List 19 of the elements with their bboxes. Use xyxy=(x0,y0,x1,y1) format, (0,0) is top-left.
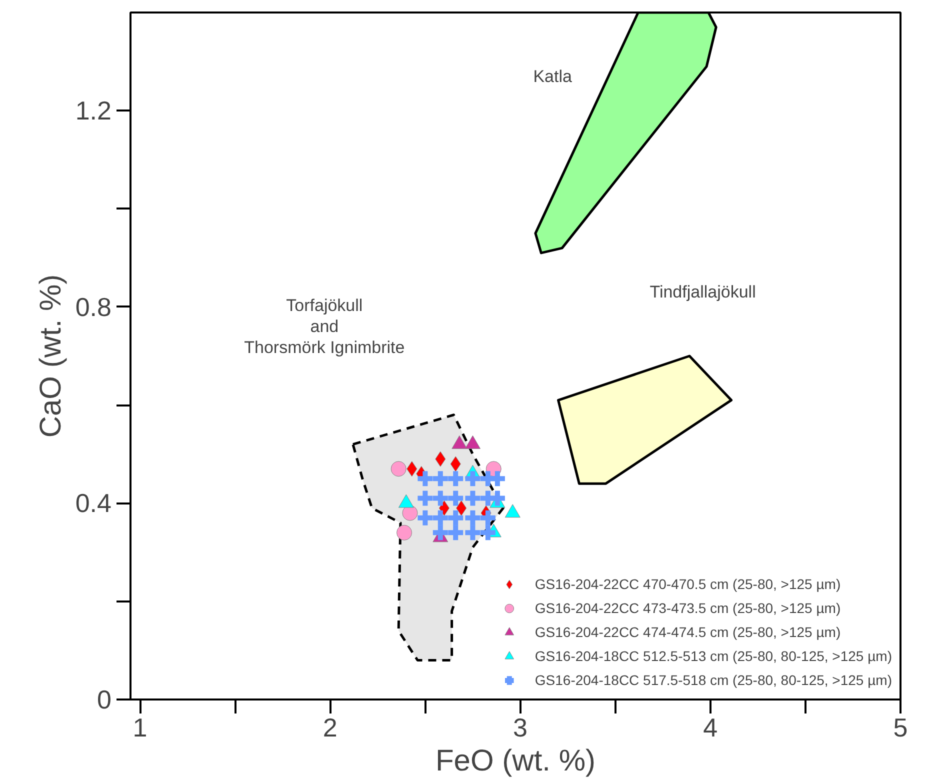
x-tick-label: 1 xyxy=(132,712,148,742)
y-tick-label: 0 xyxy=(97,684,112,714)
legend-label: GS16-204-18CC 517.5-518 cm (25-80, 80-125, >125 µm) xyxy=(534,672,892,688)
y-tick-label: 0.8 xyxy=(75,292,112,322)
x-tick-label: 2 xyxy=(322,712,338,742)
legend-label: GS16-204-22CC 473-473.5 cm (25-80, >125 µm) xyxy=(534,600,841,616)
legend-label: GS16-204-18CC 512.5-513 cm (25-80, 80-125, >125 µm) xyxy=(534,648,892,664)
y-axis-title: CaO (wt. %) xyxy=(34,274,68,438)
annotation: Katla xyxy=(533,66,572,86)
legend-label: GS16-204-22CC 470-470.5 cm (25-80, >125 µm) xyxy=(534,576,841,592)
x-axis-title: FeO (wt. %) xyxy=(436,744,596,778)
x-tick-label: 5 xyxy=(893,712,908,742)
annotation: Torfajökull and Thorsmörk Ignimbrite xyxy=(244,296,405,358)
y-tick-label: 1.2 xyxy=(75,96,112,126)
y-tick-label: 0.4 xyxy=(75,488,112,518)
annotation: Tindfjallajökull xyxy=(650,282,756,302)
x-tick-label: 4 xyxy=(703,712,718,742)
x-tick-label: 3 xyxy=(513,712,528,742)
legend-label: GS16-204-22CC 474-474.5 cm (25-80, >125 µm) xyxy=(534,624,841,640)
